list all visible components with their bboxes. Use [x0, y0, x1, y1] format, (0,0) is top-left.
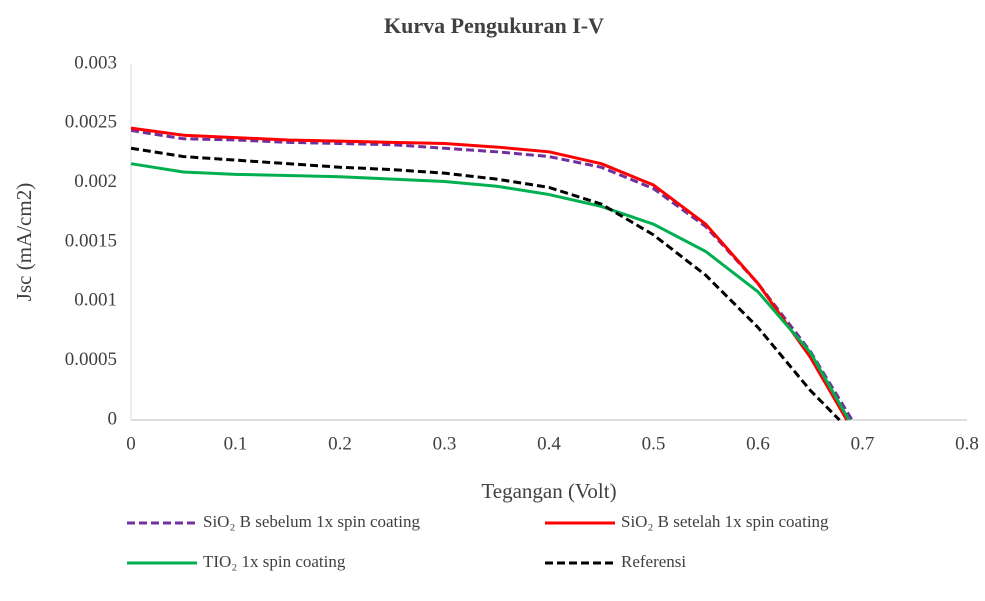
- x-tick-label: 0.1: [224, 433, 248, 454]
- y-tick-label: 0: [108, 408, 118, 429]
- series-line: [130, 126, 849, 421]
- series-line: [130, 146, 841, 422]
- y-tick-label: 0.003: [74, 52, 117, 73]
- x-tick-label: 0.2: [328, 433, 352, 454]
- x-tick-label: 0.8: [955, 433, 979, 454]
- series-line: [130, 128, 854, 421]
- x-tick-label: 0.6: [746, 433, 770, 454]
- y-axis-title: Jsc (mA/cm2): [12, 183, 36, 301]
- x-tick-label: 0.3: [433, 433, 457, 454]
- y-tick-label: 0.0005: [65, 349, 117, 370]
- y-tick-label: 0.0015: [65, 230, 117, 251]
- y-tick-label: 0.002: [74, 171, 117, 192]
- legend-label: SiO₂ B sebelum 1x spin coating: [203, 512, 420, 531]
- x-tick-label: 0: [126, 433, 136, 454]
- y-tick-label: 0.001: [74, 290, 117, 311]
- y-tick-label: 0.0025: [65, 112, 117, 133]
- legend-label: Referensi: [621, 552, 686, 571]
- x-tick-label: 0.5: [642, 433, 666, 454]
- x-tick-label: 0.7: [851, 433, 875, 454]
- legend-label: SiO₂ B setelah 1x spin coating: [621, 512, 829, 531]
- series-line: [130, 162, 851, 421]
- legend-label: TIO₂ 1x spin coating: [203, 552, 346, 571]
- x-tick-label: 0.4: [537, 433, 561, 454]
- chart-title: Kurva Pengukuran I-V: [384, 13, 604, 38]
- x-axis-title: Tegangan (Volt): [481, 479, 616, 503]
